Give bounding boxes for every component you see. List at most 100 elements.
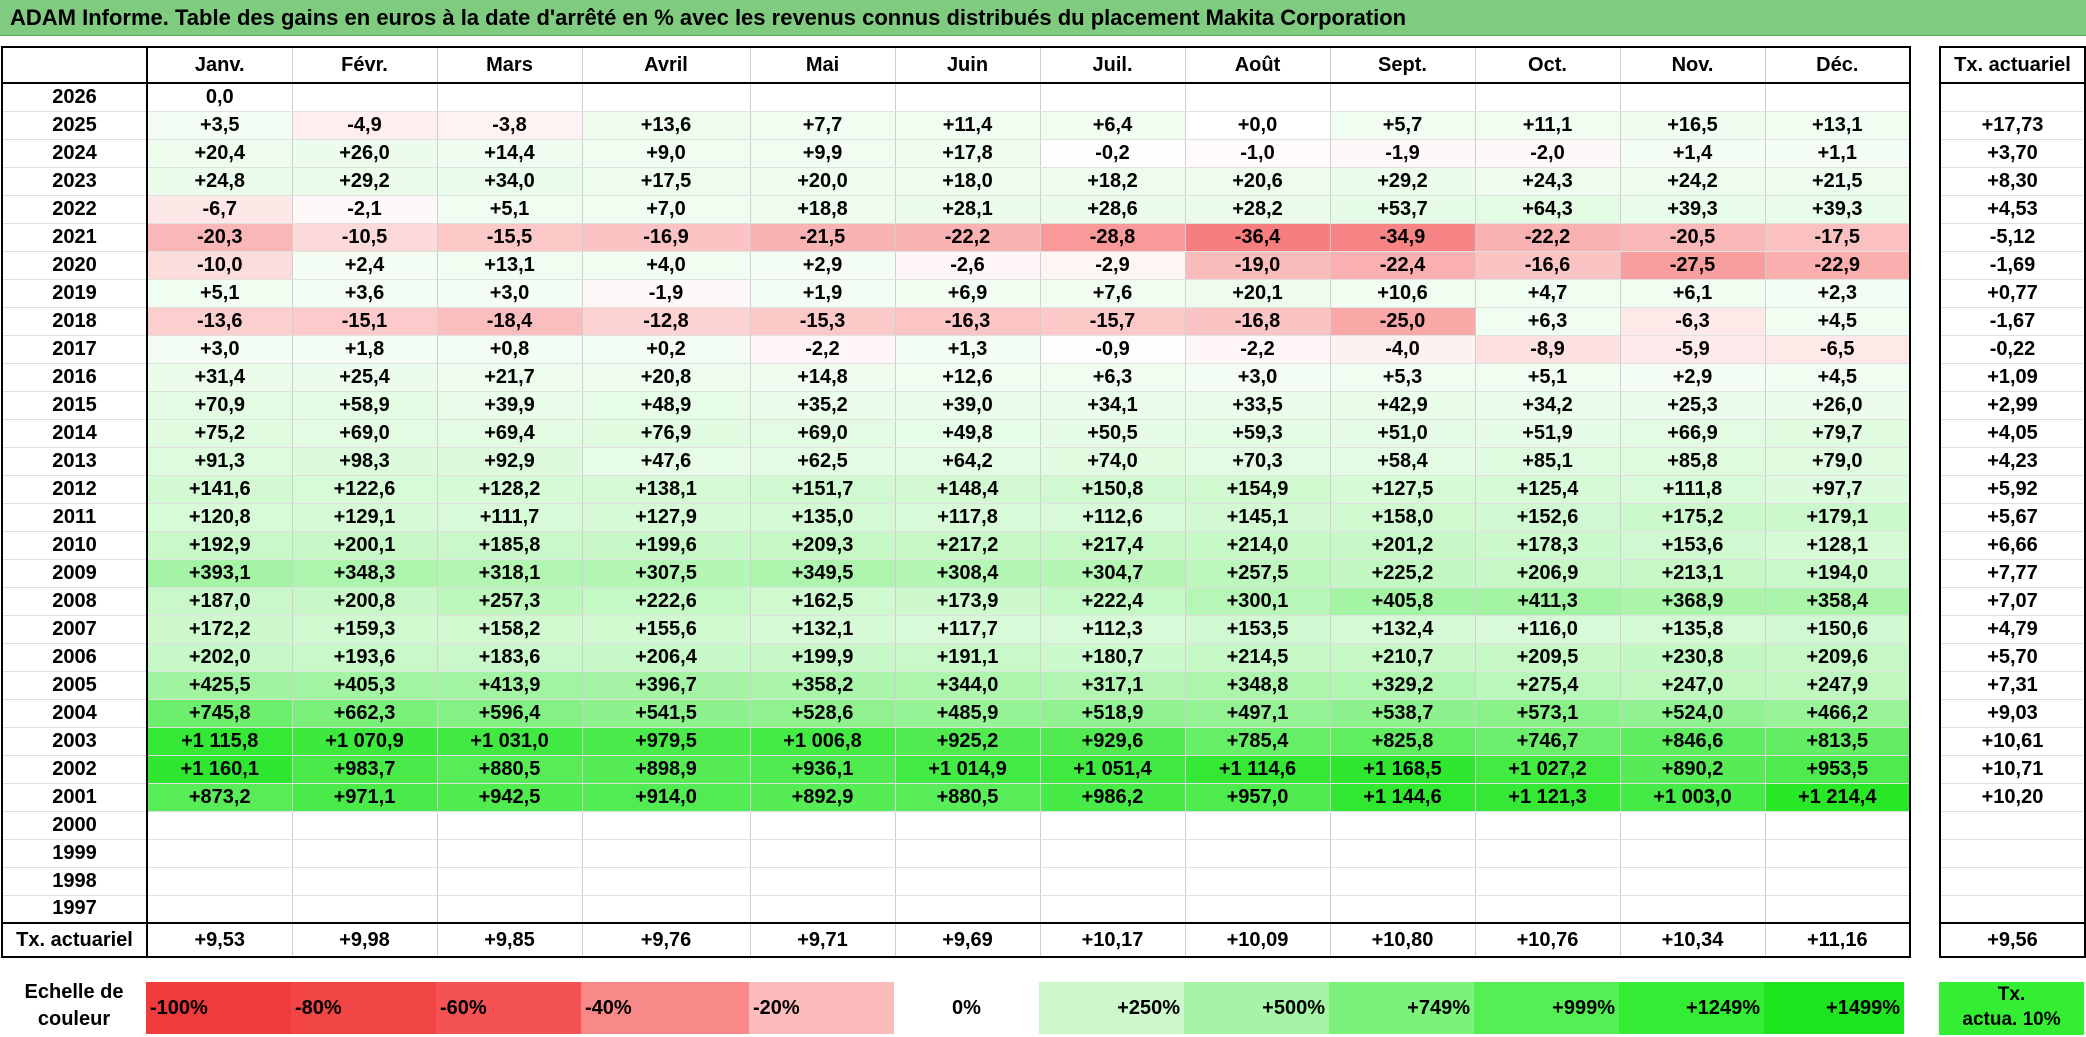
gain-cell: +191,1 [894, 642, 1041, 672]
gain-cell: -6,5 [1764, 334, 1911, 364]
gain-cell: +6,1 [1619, 278, 1766, 308]
gain-cell: -2,9 [1039, 250, 1186, 280]
color-scale-swatch: -20% [749, 982, 894, 1034]
annual-footer-row: +9,56 [1939, 922, 2086, 958]
gain-cell: +1,3 [894, 334, 1041, 364]
gain-cell: +135,8 [1619, 614, 1766, 644]
gain-cell: +150,6 [1764, 614, 1911, 644]
gain-cell: +158,0 [1329, 502, 1476, 532]
month-header: Sept. [1329, 46, 1476, 84]
gain-cell: +1 114,6 [1184, 754, 1331, 784]
gain-cell [146, 866, 293, 896]
footer-rate-cell: +9,76 [581, 922, 751, 958]
gain-cell: +34,2 [1474, 390, 1621, 420]
gain-cell [1039, 894, 1186, 924]
gain-cell: +62,5 [749, 446, 896, 476]
gain-cell: -34,9 [1329, 222, 1476, 252]
gain-cell [291, 894, 438, 924]
gain-cell: +6,9 [894, 278, 1041, 308]
gain-cell: -1,9 [581, 278, 751, 308]
annual-rate-cell: +1,09 [1939, 362, 2086, 392]
month-header-row: Janv. Févr. Mars Avril Mai Juin Juil. Août Sept.… [1, 46, 1911, 84]
gain-cell: -6,3 [1619, 306, 1766, 336]
gain-cell: -2,2 [1184, 334, 1331, 364]
year-cell: 2017 [1, 334, 148, 364]
gain-cell: +1 160,1 [146, 754, 293, 784]
color-scale-swatch: +500% [1184, 982, 1329, 1034]
gain-cell: -4,9 [291, 110, 438, 140]
annual-row: +3,70 [1939, 138, 2086, 168]
gain-cell: -16,9 [581, 222, 751, 252]
gain-cell: +185,8 [436, 530, 583, 560]
gain-cell: +151,7 [749, 474, 896, 504]
gain-cell: +175,2 [1619, 502, 1766, 532]
year-cell: 2011 [1, 502, 148, 532]
color-scale-label-line2: couleur [37, 1008, 111, 1030]
color-scale-swatch: 0% [894, 982, 1039, 1034]
gain-cell: +34,0 [436, 166, 583, 196]
gain-cell: +7,7 [749, 110, 896, 140]
table-row: 2026 0,0 [1, 82, 1911, 112]
gain-cell: +91,3 [146, 446, 293, 476]
gain-cell: +411,3 [1474, 586, 1621, 616]
footer-rate-cell: +10,09 [1184, 922, 1331, 958]
gain-cell: +846,6 [1619, 726, 1766, 756]
gain-cell: +48,9 [581, 390, 751, 420]
annual-row: +7,77 [1939, 558, 2086, 588]
gain-cell [894, 838, 1041, 868]
annual-row: +10,61 [1939, 726, 2086, 756]
year-cell: 2002 [1, 754, 148, 784]
gain-cell [581, 810, 751, 840]
gain-cell: -20,5 [1619, 222, 1766, 252]
gain-cell: +538,7 [1329, 698, 1476, 728]
gain-cell: +349,5 [749, 558, 896, 588]
month-header: Juin [894, 46, 1041, 84]
gain-cell: +69,0 [291, 418, 438, 448]
gain-cell: -10,5 [291, 222, 438, 252]
gain-cell: +24,2 [1619, 166, 1766, 196]
gain-cell: +957,0 [1184, 782, 1331, 812]
year-cell: 2026 [1, 82, 148, 112]
annual-rate-cell: +10,61 [1939, 726, 2086, 756]
gain-cell: +117,8 [894, 502, 1041, 532]
annual-rate-cell [1939, 838, 2086, 868]
annual-rate-scale-line1: Tx. [1997, 984, 2026, 1005]
gain-cell: +21,5 [1764, 166, 1911, 196]
annual-rate-cell: -1,69 [1939, 250, 2086, 280]
gain-cell: +153,6 [1619, 530, 1766, 560]
gain-cell [436, 810, 583, 840]
footer-rate-cell: +10,17 [1039, 922, 1186, 958]
gain-cell: +222,6 [581, 586, 751, 616]
gain-cell [894, 866, 1041, 896]
gain-cell: -22,2 [1474, 222, 1621, 252]
annual-row: +4,05 [1939, 418, 2086, 448]
table-row: 2012 +141,6 +122,6 +128,2 +138,1 +151,7 +148,4… [1, 474, 1911, 504]
gain-cell: +396,7 [581, 670, 751, 700]
gain-cell: +596,4 [436, 698, 583, 728]
annual-row: +10,20 [1939, 782, 2086, 812]
gain-cell: -21,5 [749, 222, 896, 252]
gain-cell: +92,9 [436, 446, 583, 476]
gain-cell: +942,5 [436, 782, 583, 812]
gain-cell: +0,0 [1184, 110, 1331, 140]
year-cell: 2004 [1, 698, 148, 728]
annual-rate-cell: +10,20 [1939, 782, 2086, 812]
gain-cell: +58,4 [1329, 446, 1476, 476]
table-row: 2003 +1 115,8 +1 070,9 +1 031,0 +979,5 +1 006… [1, 726, 1911, 756]
gain-cell: +3,6 [291, 278, 438, 308]
year-cell: 2025 [1, 110, 148, 140]
gain-cell: +257,3 [436, 586, 583, 616]
footer-label: Tx. actuariel [1, 922, 148, 958]
table-row: 1998 [1, 866, 1911, 896]
gain-cell: +18,8 [749, 194, 896, 224]
gain-cell [1474, 894, 1621, 924]
annual-rate-cell: +4,23 [1939, 446, 2086, 476]
year-cell: 2020 [1, 250, 148, 280]
gain-cell [1329, 810, 1476, 840]
annual-row: +5,70 [1939, 642, 2086, 672]
month-header: Févr. [291, 46, 438, 84]
gain-cell [1764, 866, 1911, 896]
annual-rate-cell: +4,79 [1939, 614, 2086, 644]
footer-rate-cell: +9,71 [749, 922, 896, 958]
gain-cell: +76,9 [581, 418, 751, 448]
